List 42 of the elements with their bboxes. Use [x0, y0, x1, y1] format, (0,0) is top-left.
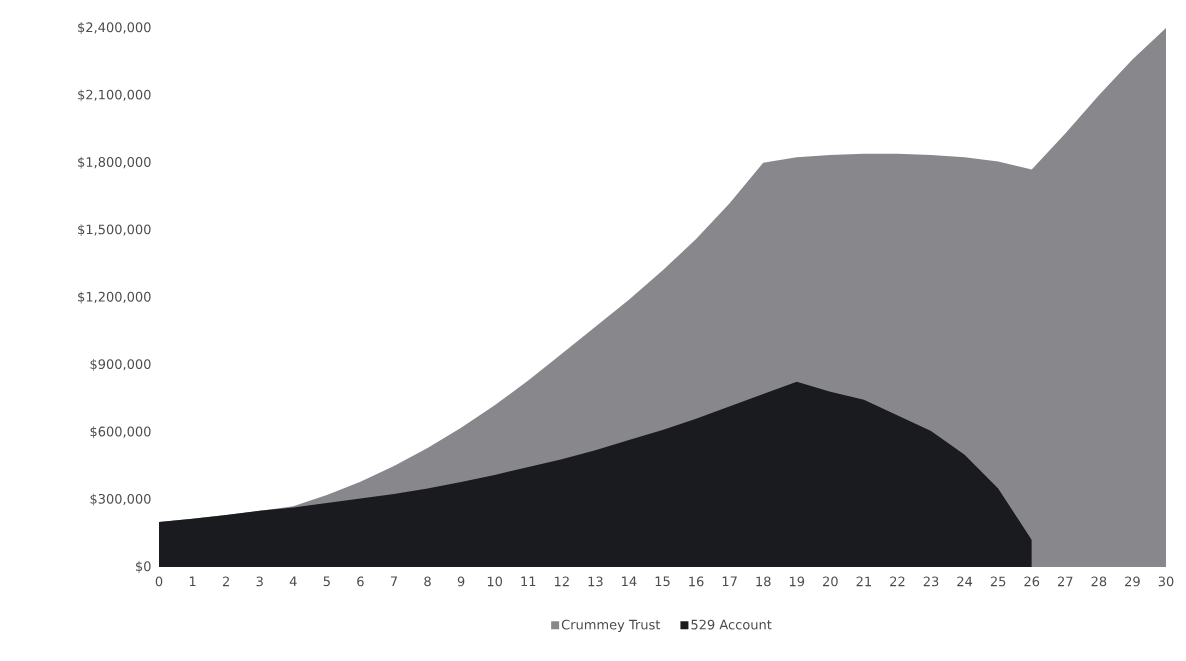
x-tick-label: 18: [756, 576, 771, 587]
y-tick-label: $1,200,000: [78, 291, 151, 304]
x-tick-label: 9: [457, 576, 465, 587]
x-tick-label: 28: [1091, 576, 1107, 587]
y-tick-label: $900,000: [90, 358, 151, 371]
y-tick-label: $600,000: [90, 426, 151, 439]
x-tick-label: 29: [1125, 576, 1140, 587]
x-tick-label: 17: [722, 576, 737, 586]
y-tick-label: $2,100,000: [78, 89, 151, 102]
x-tick-label: 8: [424, 576, 431, 587]
x-tick-label: 21: [856, 576, 871, 587]
x-tick-label: 25: [990, 576, 1006, 587]
x-tick-label: 30: [1158, 576, 1174, 587]
y-tick-label: $0: [136, 561, 151, 573]
x-tick-label: 2: [222, 576, 229, 587]
legend-label: Crummey Trust: [561, 619, 661, 633]
x-tick-label: 16: [689, 576, 704, 587]
x-tick-label: 20: [823, 576, 838, 587]
x-tick-label: 23: [923, 576, 939, 587]
x-tick-label: 15: [655, 576, 670, 587]
x-tick-label: 12: [554, 576, 569, 587]
y-tick-label: $300,000: [90, 493, 151, 506]
y-tick-label: $1,800,000: [78, 156, 151, 169]
x-tick-label: 0: [155, 576, 163, 587]
x-tick-label: 14: [622, 576, 637, 586]
x-tick-label: 3: [256, 576, 263, 587]
x-tick-label: 1: [189, 576, 196, 586]
x-tick-label: 7: [390, 576, 397, 586]
legend-label: 529 Account: [691, 619, 772, 630]
x-tick-label: 10: [487, 576, 503, 587]
x-tick-label: 22: [890, 576, 905, 587]
x-tick-label: 5: [323, 576, 330, 587]
x-tick-label: 11: [521, 576, 536, 586]
x-tick-label: 26: [1024, 576, 1040, 587]
x-tick-label: 27: [1057, 576, 1073, 587]
y-tick-label: $1,500,000: [78, 224, 151, 237]
x-tick-label: 13: [588, 576, 603, 587]
x-tick-label: 19: [789, 576, 805, 587]
x-tick-label: 6: [357, 576, 364, 587]
x-tick-label: 4: [289, 576, 297, 586]
y-tick-label: $2,400,000: [78, 22, 151, 34]
x-tick-label: 24: [957, 576, 973, 587]
